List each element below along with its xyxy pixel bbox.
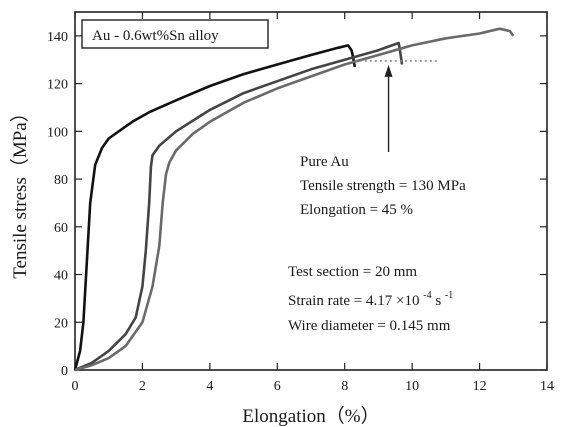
y-tick-label: 0: [61, 364, 68, 379]
arrow-head: [384, 64, 393, 77]
stress-strain-curve-3: [74, 27, 515, 372]
stress-strain-curve-1: [73, 44, 357, 371]
y-tick-label: 80: [54, 173, 68, 188]
strain-rate-unit-exponent: -1: [445, 290, 453, 301]
y-tick-label: 140: [47, 30, 68, 45]
stress-strain-curve-2: [74, 41, 404, 372]
strain-rate-value: Strain rate = 4.17 ×10: [288, 293, 419, 309]
pointer-arrow: [384, 64, 393, 152]
plot-frame: [74, 11, 548, 371]
pure-au-elongation: Elongation = 45 %: [300, 202, 413, 218]
strain-rate: Strain rate = 4.17 ×10 -4 s -1: [288, 286, 453, 309]
legend-box: [81, 19, 269, 49]
pure-au-strength: Tensile strength = 130 MPa: [300, 178, 466, 194]
x-tick-label: 14: [540, 379, 554, 394]
x-tick-label: 10: [405, 379, 419, 394]
x-tick-label: 8: [341, 379, 348, 394]
wire-diameter: Wire diameter = 0.145 mm: [288, 318, 451, 334]
x-tick-label: 12: [473, 379, 487, 394]
y-tick-label: 100: [47, 125, 68, 140]
curves: [73, 27, 515, 372]
test-section: Test section = 20 mm: [288, 264, 417, 280]
strain-rate-exponent: -4: [423, 290, 431, 301]
y-tick-label: 40: [54, 269, 68, 284]
pure-au-annotation: Pure Au Tensile strength = 130 MPa Elong…: [300, 154, 466, 218]
legend-label: Au - 0.6wt%Sn alloy: [92, 28, 219, 44]
x-tick-label: 0: [72, 379, 79, 394]
strain-rate-unit: s: [435, 293, 441, 309]
x-tick-label: 4: [206, 379, 213, 394]
y-tick-label: 60: [54, 221, 68, 236]
y-tick-label: 20: [54, 316, 68, 331]
legend: Au - 0.6wt%Sn alloy: [81, 19, 269, 49]
x-axis-title: Elongation（%）: [242, 405, 379, 427]
y-axis-title: Tensile stress（MPa）: [9, 103, 31, 278]
x-tick-label: 6: [274, 379, 281, 394]
y-tick-label: 120: [47, 78, 68, 93]
test-conditions: Test section = 20 mm Strain rate = 4.17 …: [288, 264, 453, 334]
pure-au-title: Pure Au: [300, 154, 349, 170]
x-tick-label: 2: [139, 379, 146, 394]
